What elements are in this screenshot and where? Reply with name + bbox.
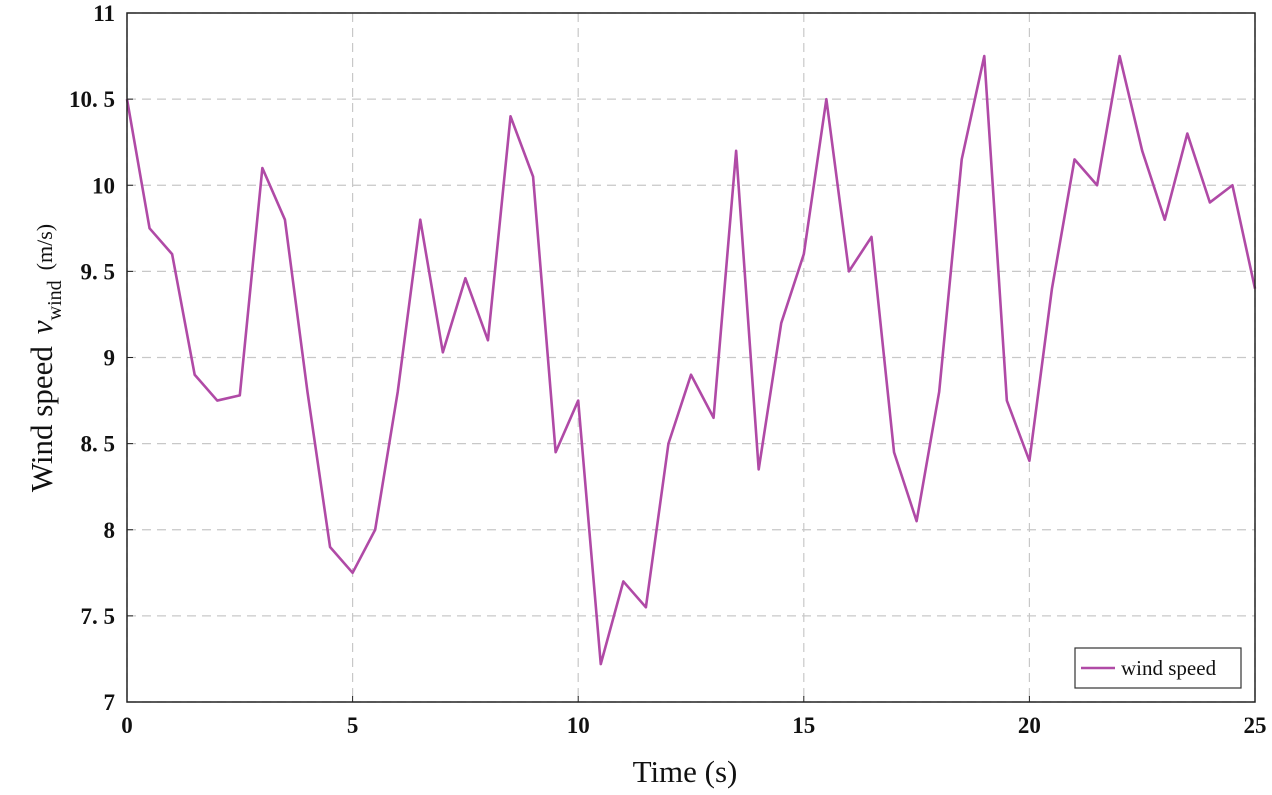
x-tick-label: 10 (567, 713, 590, 738)
y-tick-label: 9. 5 (81, 259, 116, 284)
y-axis-title-text: Wind speed (24, 346, 59, 492)
x-tick-label: 25 (1244, 713, 1267, 738)
x-tick-label: 15 (792, 713, 815, 738)
y-tick-label: 9 (104, 346, 116, 371)
grid (126, 12, 1256, 703)
y-axis-symbol: v (24, 320, 59, 334)
x-tick-label: 20 (1018, 713, 1041, 738)
y-axis-subscript: wind (44, 280, 66, 320)
y-tick-label: 10. 5 (69, 87, 115, 112)
y-tick-label: 8 (104, 518, 116, 543)
x-tick-label: 0 (121, 713, 133, 738)
y-axis-title: Wind speed vwind (m/s) (24, 224, 66, 492)
legend: wind speed (1074, 647, 1242, 689)
y-axis-unit: (m/s) (32, 224, 57, 270)
data-line (125, 54, 1257, 666)
y-tick-label: 11 (93, 1, 115, 26)
legend-label: wind speed (1121, 656, 1217, 680)
x-tick-label: 5 (347, 713, 359, 738)
y-tick-label: 7 (104, 690, 116, 715)
y-tick-label: 7. 5 (81, 604, 116, 629)
ticks: 7 7. 5 8 8. 5 9 9. 5 10 10. 5 11 0 5 10 15 20 25 (69, 1, 1267, 738)
x-axis-title: Time (s) (633, 754, 738, 789)
y-tick-label: 8. 5 (81, 432, 116, 457)
y-tick-label: 10 (92, 173, 115, 198)
plot-lines (125, 54, 1257, 666)
